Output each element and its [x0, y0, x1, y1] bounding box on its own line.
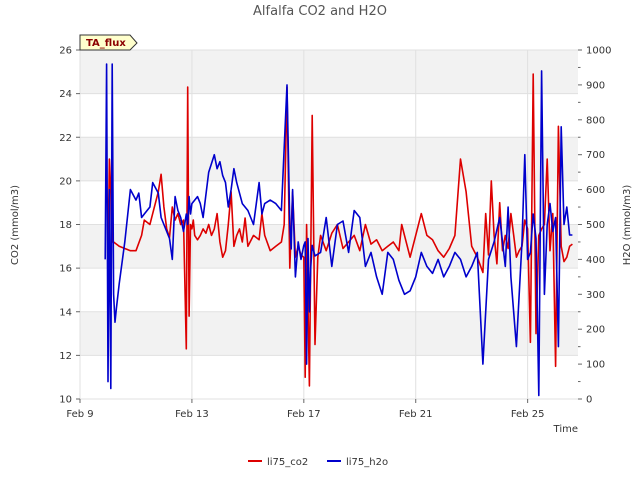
background-band: [80, 311, 578, 356]
legend: li75_co2 li75_h2o: [248, 457, 388, 468]
x-tick-label: Feb 17: [287, 409, 321, 420]
y2-tick-label: 500: [586, 220, 605, 231]
chart-title: Alfalfa CO2 and H2O: [253, 4, 387, 19]
y2-tick-label: 400: [586, 255, 605, 266]
y-tick-label: 20: [59, 176, 72, 187]
y2-tick-label: 1000: [586, 46, 611, 57]
axis-ticks: 10 12 14 16 18 20 22 24 26 Feb 9 Feb 13 Feb 17 Feb 2…: [59, 46, 611, 421]
y-tick-label: 18: [59, 220, 72, 231]
y-tick-label: 22: [59, 133, 72, 144]
series-layer: [104, 63, 573, 397]
x-tick-label: Feb 21: [399, 409, 433, 420]
y2-tick-label: 700: [586, 150, 605, 161]
legend-label-h2o: li75_h2o: [346, 457, 388, 468]
legend-label-co2: li75_co2: [267, 457, 308, 468]
series-line-li75-h2o: [104, 63, 573, 397]
y-axis-title: CO2 (mmol/m3): [10, 185, 21, 265]
background-band: [80, 137, 578, 181]
background-band: [80, 50, 578, 94]
y-tick-label: 26: [59, 46, 72, 57]
x-axis-title: Time: [553, 424, 578, 435]
y-tick-label: 16: [59, 264, 72, 275]
y-tick-label: 24: [59, 89, 72, 100]
y2-tick-label: 200: [586, 325, 605, 336]
x-tick-label: Feb 9: [66, 409, 93, 420]
y-tick-label: 10: [59, 395, 72, 406]
ta-flux-badge-label: TA_flux: [86, 38, 126, 49]
y2-tick-label: 900: [586, 80, 605, 91]
background-bands: [80, 50, 578, 356]
y2-tick-label: 600: [586, 185, 605, 196]
y2-tick-label: 0: [586, 395, 592, 406]
ta-flux-badge-shape: [79, 34, 138, 51]
x-tick-label: Feb 13: [175, 409, 209, 420]
y-tick-label: 12: [59, 351, 72, 362]
ta-flux-badge: TA_flux: [79, 34, 138, 51]
y2-tick-label: 300: [586, 290, 605, 301]
y2-tick-label: 800: [586, 115, 605, 126]
x-tick-label: Feb 25: [511, 409, 545, 420]
y2-axis-title: H2O (mmol/m3): [622, 185, 633, 266]
y2-tick-label: 100: [586, 360, 605, 371]
y-tick-label: 14: [59, 307, 72, 318]
